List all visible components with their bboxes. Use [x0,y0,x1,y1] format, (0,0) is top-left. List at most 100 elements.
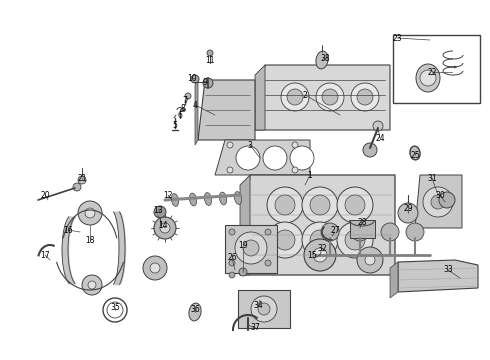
Ellipse shape [410,146,420,160]
Ellipse shape [316,51,328,69]
Circle shape [302,187,338,223]
Bar [238,290,290,328]
Circle shape [265,260,271,266]
Circle shape [203,78,213,88]
Text: 23: 23 [392,33,402,42]
Circle shape [345,230,365,250]
Circle shape [243,240,259,256]
Text: 11: 11 [205,55,215,64]
Ellipse shape [189,303,201,321]
Circle shape [78,201,102,225]
Circle shape [239,268,247,276]
Text: 27: 27 [330,225,340,234]
Bar [393,35,480,103]
Text: 34: 34 [253,301,263,310]
Circle shape [235,232,267,264]
Circle shape [267,187,303,223]
Circle shape [363,143,377,157]
Text: 32: 32 [317,243,327,252]
Circle shape [160,223,170,233]
Text: 2: 2 [303,90,307,99]
Circle shape [207,50,213,56]
Text: 30: 30 [435,190,445,199]
Circle shape [351,83,379,111]
Ellipse shape [189,193,196,206]
Text: 19: 19 [238,240,248,249]
Circle shape [287,89,303,105]
Ellipse shape [234,192,242,204]
Circle shape [88,281,96,289]
Circle shape [304,239,336,271]
Circle shape [431,195,445,209]
Text: 1: 1 [308,171,313,180]
Circle shape [281,83,309,111]
Circle shape [398,203,418,223]
Circle shape [85,208,95,218]
Polygon shape [322,227,332,240]
Bar [225,225,277,273]
Circle shape [357,247,383,273]
Circle shape [351,223,369,241]
Ellipse shape [220,192,227,205]
Text: 25: 25 [410,150,420,159]
Circle shape [185,93,191,99]
Circle shape [423,187,453,217]
Circle shape [381,223,399,241]
Text: 17: 17 [40,251,50,260]
Ellipse shape [180,108,186,112]
Polygon shape [198,80,255,140]
Text: 5: 5 [172,121,177,130]
Polygon shape [415,175,462,228]
Text: 15: 15 [307,251,317,260]
Ellipse shape [416,64,440,92]
Text: 38: 38 [320,54,330,63]
Polygon shape [195,80,198,145]
Circle shape [310,230,330,250]
Circle shape [154,206,166,218]
Text: 28: 28 [357,217,367,226]
Text: 3: 3 [247,140,252,149]
Circle shape [365,255,375,265]
Text: 14: 14 [158,220,168,230]
Circle shape [229,272,235,278]
Circle shape [157,222,163,228]
Bar [350,220,375,238]
Text: 20: 20 [40,190,50,199]
Polygon shape [240,175,395,275]
Circle shape [357,89,373,105]
Circle shape [227,142,233,148]
Circle shape [439,192,455,208]
Text: 35: 35 [110,303,120,312]
Circle shape [406,223,424,241]
Text: 37: 37 [250,324,260,333]
Circle shape [322,89,338,105]
Text: 8: 8 [181,104,185,113]
Polygon shape [255,65,390,130]
Text: 22: 22 [427,68,437,77]
Circle shape [310,195,330,215]
Text: 13: 13 [153,206,163,215]
Circle shape [345,195,365,215]
Circle shape [154,217,176,239]
Circle shape [337,187,373,223]
Circle shape [265,229,271,235]
Polygon shape [255,65,265,130]
Text: 4: 4 [193,100,197,109]
Circle shape [251,296,277,322]
Circle shape [150,263,160,273]
Circle shape [292,167,298,173]
Ellipse shape [172,194,179,206]
Circle shape [316,83,344,111]
Text: 12: 12 [163,190,173,199]
Polygon shape [398,260,478,292]
Circle shape [321,223,339,241]
Circle shape [337,222,373,258]
Text: 29: 29 [403,203,413,212]
Circle shape [263,146,287,170]
Circle shape [275,230,295,250]
Circle shape [292,142,298,148]
Ellipse shape [204,193,212,206]
Text: 9: 9 [202,77,207,86]
Circle shape [290,146,314,170]
Circle shape [73,183,81,191]
